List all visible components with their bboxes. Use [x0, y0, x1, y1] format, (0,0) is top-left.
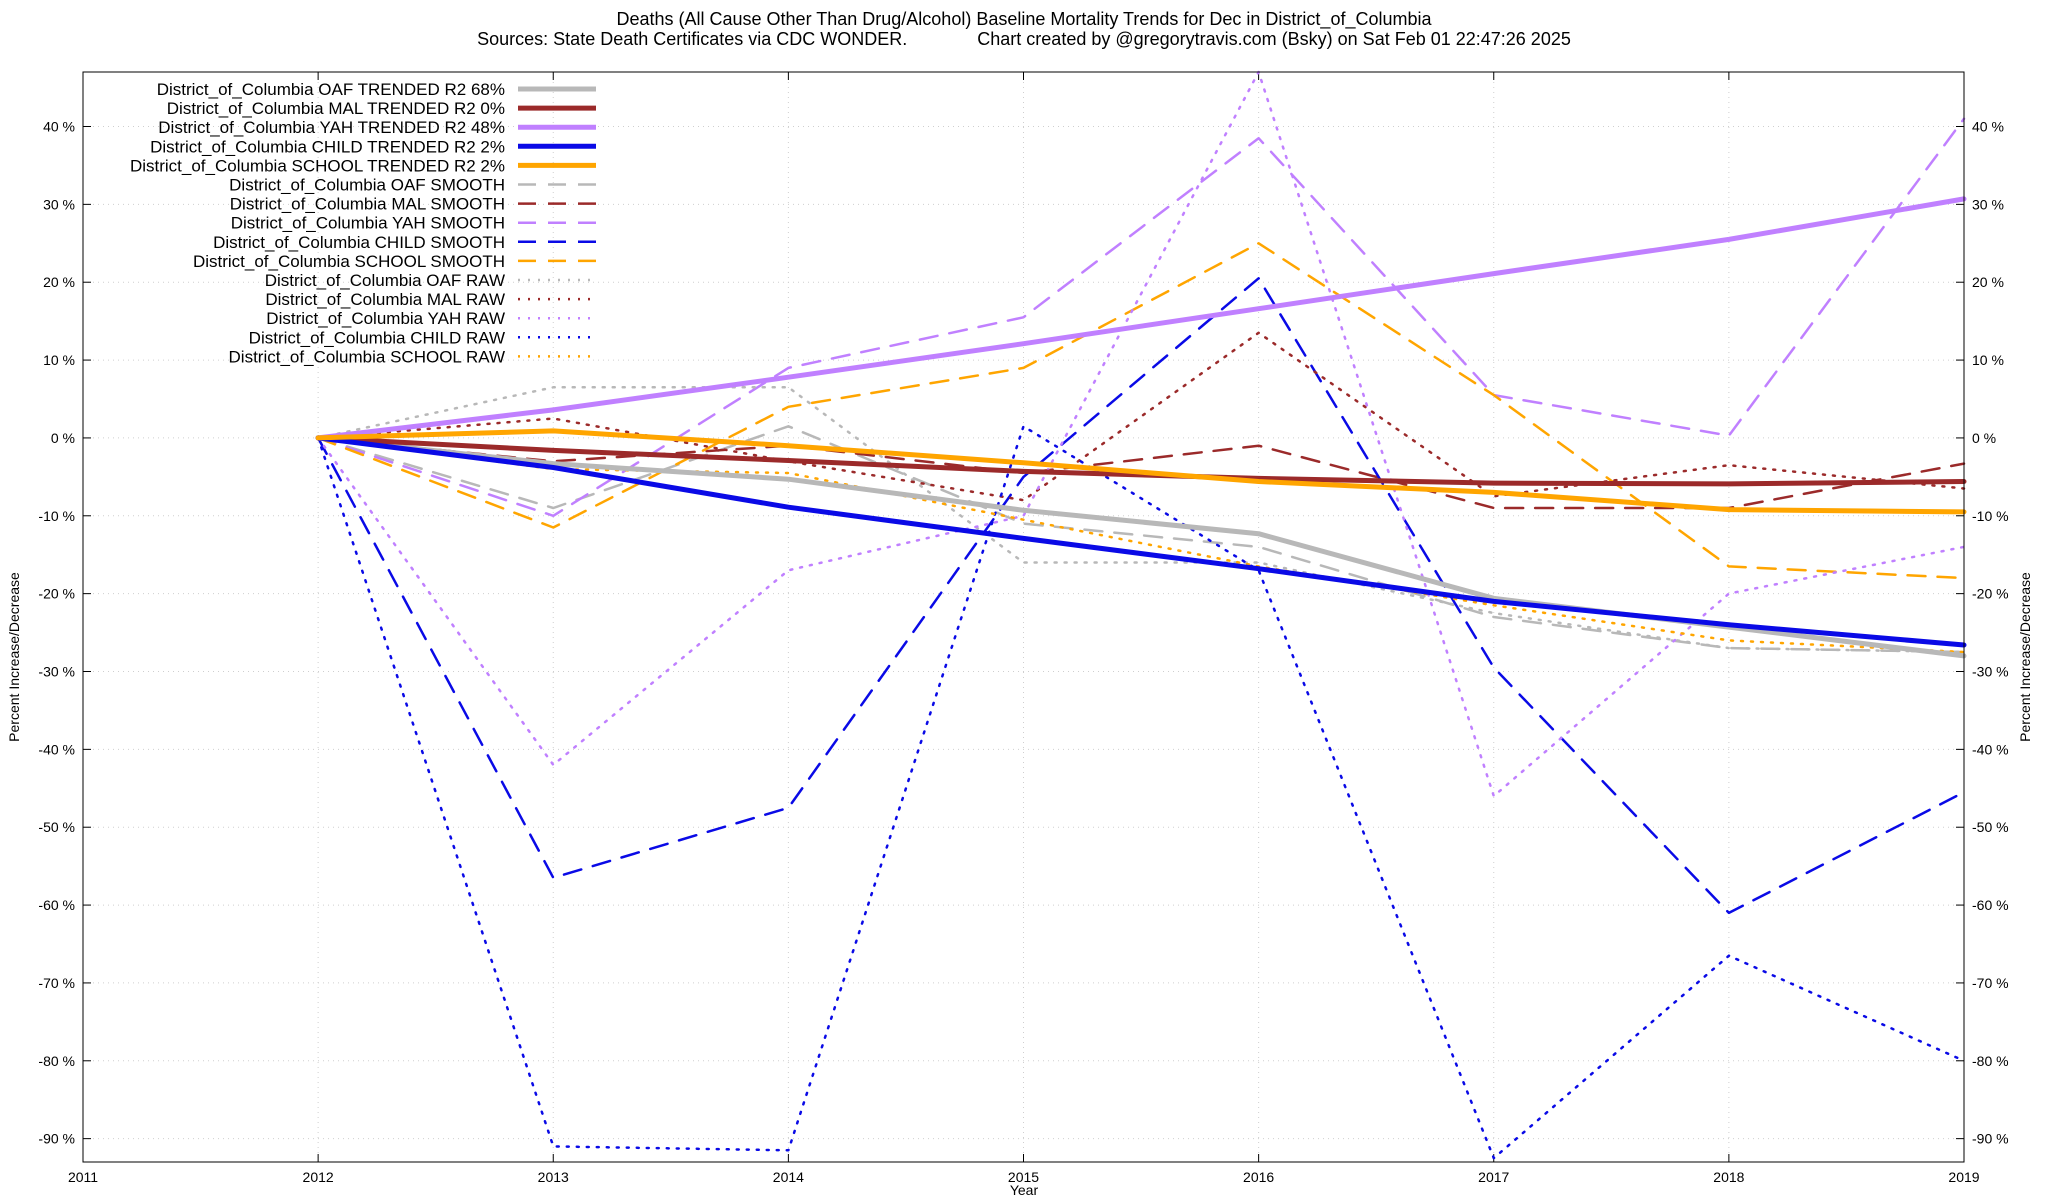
series-line-trend-4 — [315, 428, 1967, 515]
y2-tick-label: -60 % — [1972, 897, 2009, 913]
series-line-smooth-8 — [316, 277, 1966, 915]
legend-label: District_of_Columbia YAH SMOOTH — [231, 214, 505, 233]
y2-tick-label: -70 % — [1972, 975, 2009, 991]
x-tick-label: 2012 — [303, 1169, 334, 1185]
y2-tick-label: 0 % — [1972, 430, 1996, 446]
y-tick-label: -80 % — [38, 1053, 75, 1069]
legend-label: District_of_Columbia CHILD TRENDED R2 2% — [150, 137, 505, 156]
series-layer — [315, 70, 1967, 1160]
y-tick-label: -30 % — [38, 664, 75, 680]
legend-label: District_of_Columbia MAL RAW — [265, 290, 505, 309]
legend-label: District_of_Columbia MAL SMOOTH — [230, 195, 505, 214]
series-line-raw-14 — [316, 436, 1966, 654]
legend-label: District_of_Columbia OAF TRENDED R2 68% — [157, 80, 505, 99]
x-tick-label: 2019 — [1948, 1169, 1979, 1185]
series-line-raw-10 — [316, 386, 1966, 654]
series-line-trend-3 — [315, 435, 1967, 648]
legend-label: District_of_Columbia SCHOOL RAW — [229, 347, 505, 366]
legend-label: District_of_Columbia SCHOOL SMOOTH — [193, 252, 505, 271]
y-tick-label: -70 % — [38, 975, 75, 991]
y-tick-label: -40 % — [38, 741, 75, 757]
y2-tick-label: 20 % — [1972, 274, 2004, 290]
x-tick-label: 2011 — [68, 1169, 98, 1185]
y2-tick-label: 40 % — [1972, 119, 2004, 135]
legend-label: District_of_Columbia YAH TRENDED R2 48% — [158, 118, 505, 137]
y2-tick-label: -10 % — [1972, 508, 2009, 524]
y2-tick-label: -90 % — [1972, 1131, 2009, 1147]
legend-label: District_of_Columbia OAF RAW — [265, 271, 505, 290]
x-tick-label: 2018 — [1713, 1169, 1744, 1185]
legend-label: District_of_Columbia CHILD SMOOTH — [213, 233, 505, 252]
legend-label: District_of_Columbia OAF SMOOTH — [229, 176, 505, 195]
y-tick-label: -50 % — [38, 819, 75, 835]
y2-tick-label: 10 % — [1972, 352, 2004, 368]
legend: District_of_Columbia OAF TRENDED R2 68%D… — [130, 80, 596, 366]
series-line-trend-1 — [315, 435, 1967, 487]
x-tick-label: 2013 — [538, 1169, 569, 1185]
plot-frame — [82, 71, 1965, 1163]
y2-tick-label: -30 % — [1972, 664, 2009, 680]
series-line-trend-2 — [315, 196, 1967, 441]
x-axis-label: Year — [1010, 1182, 1039, 1198]
y-axis-label: Percent Increase/Decrease — [6, 572, 22, 742]
x-tick-label: 2016 — [1243, 1169, 1274, 1185]
y-tick-label: -90 % — [38, 1131, 75, 1147]
series-line-raw-12 — [316, 70, 1966, 798]
legend-label: District_of_Columbia CHILD RAW — [249, 328, 505, 347]
y2-tick-label: -80 % — [1972, 1053, 2009, 1069]
legend-label: District_of_Columbia SCHOOL TRENDED R2 2… — [130, 156, 505, 175]
y2-tick-label: 30 % — [1972, 196, 2004, 212]
y-tick-label: 30 % — [43, 196, 75, 212]
legend-label: District_of_Columbia MAL TRENDED R2 0% — [167, 99, 505, 118]
y-tick-label: 40 % — [43, 119, 75, 135]
y-tick-label: 20 % — [43, 274, 75, 290]
x-tick-label: 2015 — [1008, 1169, 1039, 1185]
x-tick-label: 2017 — [1478, 1169, 1509, 1185]
series-line-raw-13 — [316, 425, 1966, 1160]
chart-title: Deaths (All Cause Other Than Drug/Alcoho… — [616, 9, 1432, 30]
chart-subtitle: Sources: State Death Certificates via CD… — [477, 29, 1571, 49]
y2-tick-label: -50 % — [1972, 819, 2009, 835]
series-line-smooth-7 — [316, 117, 1966, 518]
x-tick-label: 2014 — [773, 1169, 804, 1185]
y2-tick-label: -40 % — [1972, 741, 2009, 757]
y-tick-label: -60 % — [38, 897, 75, 913]
y-tick-label: 0 % — [51, 430, 75, 446]
y2-axis-label: Percent Increase/Decrease — [2017, 572, 2033, 742]
legend-label: District_of_Columbia YAH RAW — [266, 309, 505, 328]
y2-tick-label: -20 % — [1972, 586, 2009, 602]
y-tick-label: -10 % — [38, 508, 75, 524]
y-tick-label: 10 % — [43, 352, 75, 368]
y-tick-label: -20 % — [38, 586, 75, 602]
grid-lines — [82, 72, 1965, 1162]
series-line-smooth-9 — [316, 242, 1966, 580]
axis-ticks: 40 % 40 % 30 % 30 % 20 % 20 % 10 % 10 % 0 % 0 % -1… — [38, 72, 2009, 1185]
